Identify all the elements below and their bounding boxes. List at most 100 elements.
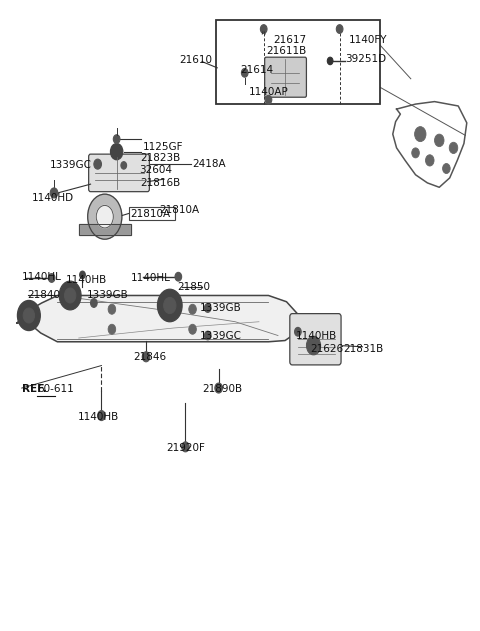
Circle shape xyxy=(265,95,272,104)
Text: REF.: REF. xyxy=(22,384,47,394)
Text: 21614: 21614 xyxy=(240,65,273,74)
Circle shape xyxy=(189,324,196,334)
Text: 1140HL: 1140HL xyxy=(22,273,61,282)
Circle shape xyxy=(88,194,122,239)
Text: 21626: 21626 xyxy=(310,344,343,353)
Bar xyxy=(79,224,131,235)
Circle shape xyxy=(443,163,450,174)
Circle shape xyxy=(115,137,118,141)
Circle shape xyxy=(415,127,426,141)
Text: 21920F: 21920F xyxy=(167,443,205,453)
Circle shape xyxy=(206,306,209,310)
Circle shape xyxy=(96,206,113,228)
Circle shape xyxy=(425,155,434,166)
Text: 1140HB: 1140HB xyxy=(65,275,107,285)
Circle shape xyxy=(164,297,176,314)
Text: 1339GB: 1339GB xyxy=(87,290,129,300)
Circle shape xyxy=(92,301,96,305)
Text: 1125GF: 1125GF xyxy=(143,142,183,152)
Circle shape xyxy=(48,274,55,282)
Circle shape xyxy=(94,159,101,169)
Text: 21840: 21840 xyxy=(27,290,60,300)
Text: 1140HB: 1140HB xyxy=(78,413,119,422)
Text: 21831B: 21831B xyxy=(343,344,384,353)
Text: 21890B: 21890B xyxy=(202,384,242,394)
Text: 1140HD: 1140HD xyxy=(32,193,74,203)
Circle shape xyxy=(96,162,99,167)
Circle shape xyxy=(91,298,97,307)
Text: 1339GC: 1339GC xyxy=(200,331,241,341)
FancyBboxPatch shape xyxy=(290,314,341,365)
Circle shape xyxy=(262,27,265,32)
Circle shape xyxy=(157,289,182,322)
Text: 1339GB: 1339GB xyxy=(200,303,241,313)
Circle shape xyxy=(50,276,53,280)
Circle shape xyxy=(183,444,187,449)
Circle shape xyxy=(23,308,35,323)
Text: 1140HL: 1140HL xyxy=(131,273,171,283)
Text: 60-611: 60-611 xyxy=(37,384,74,394)
Circle shape xyxy=(17,300,40,331)
Circle shape xyxy=(412,148,420,158)
Polygon shape xyxy=(17,295,298,342)
Circle shape xyxy=(327,57,333,65)
Circle shape xyxy=(449,142,458,153)
Text: 21846: 21846 xyxy=(133,352,167,362)
Text: 21617: 21617 xyxy=(273,35,306,45)
Circle shape xyxy=(241,68,248,77)
FancyBboxPatch shape xyxy=(89,154,149,192)
Circle shape xyxy=(434,134,444,146)
Circle shape xyxy=(144,354,148,359)
Circle shape xyxy=(338,27,341,32)
Circle shape xyxy=(97,411,105,421)
Text: 21823B: 21823B xyxy=(140,153,180,163)
Circle shape xyxy=(310,341,317,350)
Circle shape xyxy=(114,148,120,155)
Text: 21810A: 21810A xyxy=(130,209,170,218)
Circle shape xyxy=(142,351,150,362)
Circle shape xyxy=(64,288,76,303)
Circle shape xyxy=(99,413,103,418)
Circle shape xyxy=(206,333,209,338)
Text: 1140AP: 1140AP xyxy=(249,86,288,97)
Text: 21610: 21610 xyxy=(179,56,212,66)
Circle shape xyxy=(296,329,300,334)
Circle shape xyxy=(181,442,189,452)
Circle shape xyxy=(110,143,123,160)
Circle shape xyxy=(243,71,246,75)
Text: 32604: 32604 xyxy=(139,165,172,175)
Bar xyxy=(216,20,380,104)
Text: 21816B: 21816B xyxy=(140,178,180,188)
Circle shape xyxy=(261,25,267,33)
Circle shape xyxy=(306,336,321,355)
Text: 2418A: 2418A xyxy=(192,159,226,169)
Bar xyxy=(79,224,131,235)
Circle shape xyxy=(122,163,125,167)
Text: 21850: 21850 xyxy=(178,282,210,292)
Text: 21611B: 21611B xyxy=(266,46,306,56)
Circle shape xyxy=(121,162,127,169)
Text: 1339GC: 1339GC xyxy=(50,160,92,170)
Circle shape xyxy=(52,191,56,196)
Circle shape xyxy=(59,281,81,310)
Circle shape xyxy=(50,188,58,198)
Circle shape xyxy=(108,304,116,314)
Circle shape xyxy=(113,135,120,143)
Circle shape xyxy=(204,331,211,340)
Circle shape xyxy=(215,383,222,393)
Circle shape xyxy=(217,386,220,391)
Circle shape xyxy=(295,327,301,336)
Circle shape xyxy=(177,274,180,279)
Circle shape xyxy=(336,25,343,33)
Circle shape xyxy=(189,304,196,314)
Text: 1140FY: 1140FY xyxy=(349,35,388,45)
Text: 1140HB: 1140HB xyxy=(296,331,337,341)
FancyBboxPatch shape xyxy=(264,57,306,97)
Circle shape xyxy=(175,273,181,281)
Circle shape xyxy=(80,271,85,279)
Circle shape xyxy=(108,324,116,334)
Text: 21810A: 21810A xyxy=(159,206,200,215)
Bar xyxy=(129,207,175,220)
Circle shape xyxy=(204,304,211,312)
Text: 39251D: 39251D xyxy=(345,54,386,64)
